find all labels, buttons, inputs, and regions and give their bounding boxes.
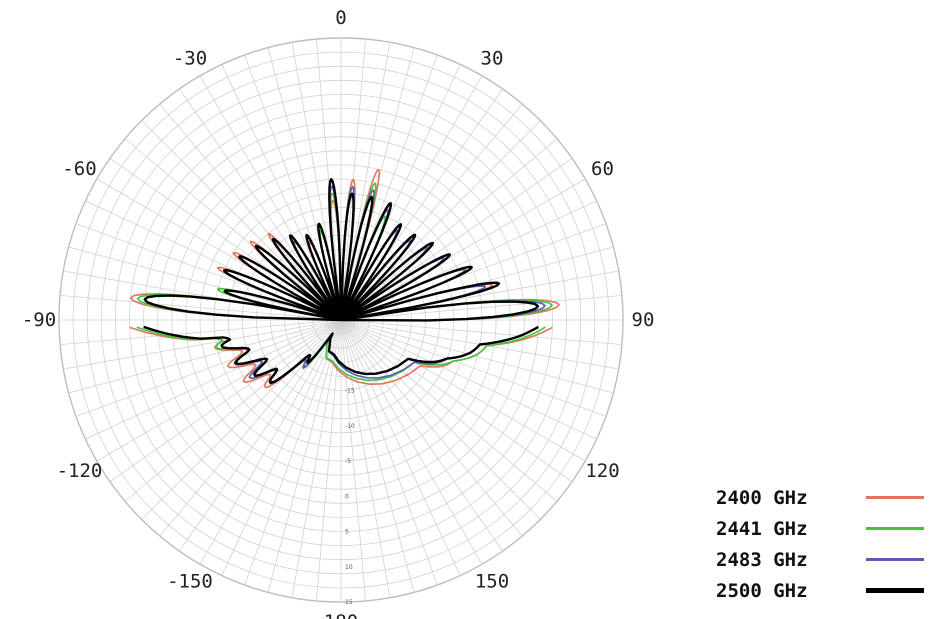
angle-tick-label: 0 [335,7,346,29]
grid-spoke [60,295,342,321]
angle-tick-label: 180 [324,611,358,619]
grid-spoke [75,319,342,417]
radial-tick-label: 10 [345,564,353,571]
angle-tick-label: -30 [173,48,207,70]
grid-spoke [340,319,586,462]
grid-spoke [340,295,622,321]
grid-spoke [109,319,342,483]
grid-spoke [340,319,541,520]
grid-spoke [340,138,558,321]
angle-tick-label: -150 [167,571,213,593]
angle-tick-label: -90 [22,309,56,331]
series-line [143,178,540,322]
legend-label: 2483 GHz [716,548,808,571]
grid-spoke [267,319,342,593]
grid-spoke [316,39,342,321]
angle-tick-label: 60 [591,158,614,180]
grid-spoke [340,319,483,565]
grid-spoke [340,319,523,537]
grid-spoke [340,319,597,440]
grid-spoke [340,319,461,576]
grid-spoke [85,319,342,440]
grid-spoke [340,319,438,586]
legend-entry: 2400 GHz [716,482,926,513]
radial-tick-label: 5 [345,529,349,536]
radial-tick-labels: -15 -10 -5 0 5 10 15 [345,388,355,607]
series-backside-line [143,325,539,384]
angle-tick-label: -120 [57,460,103,482]
radial-tick-label: -10 [345,423,355,430]
grid-spoke [340,319,391,598]
legend-swatch [866,496,924,499]
grid-spoke [124,319,342,502]
grid-spoke [68,246,342,321]
legend-swatch [866,558,924,561]
grid-spoke [340,319,607,417]
grid-spoke [159,103,342,321]
grid-spoke [199,75,342,321]
grid-spoke [340,319,614,394]
grid-spoke [291,319,342,598]
legend-entry: 2483 GHz [716,544,926,575]
grid-spoke [63,319,342,370]
series-group [143,178,540,384]
grid-spoke [340,103,523,321]
legend-entry: 2500 GHz [716,575,926,606]
grid-spoke [244,319,342,586]
grid-spoke [340,319,622,345]
angle-tick-label: 150 [475,571,509,593]
radial-tick-label: -5 [345,458,351,465]
grid-spoke [68,319,342,394]
grid-spoke [124,138,342,321]
radial-tick-label: 0 [345,493,349,500]
grid-spoke [199,319,342,565]
angle-tick-labels: 0306090120150180-150-120-90-60-30 [22,7,655,619]
grid-spoke [96,319,342,462]
legend-swatch [866,588,924,593]
angle-tick-label: 30 [481,48,504,70]
grid-spoke [141,319,342,520]
radial-tick-label: 15 [345,599,353,606]
grid-spoke [221,319,342,576]
angle-tick-label: -60 [62,158,96,180]
legend-label: 2441 GHz [716,517,808,540]
legend-label: 2500 GHz [716,579,808,602]
radial-tick-label: -15 [345,388,355,395]
grid-spoke [340,319,504,552]
legend-entry: 2441 GHz [716,513,926,544]
grid-spoke [340,319,415,593]
grid-spoke [60,319,342,345]
legend-label: 2400 GHz [716,486,808,509]
grid-spoke [340,319,573,483]
angle-tick-label: 90 [632,309,655,331]
legend-swatch [866,527,924,530]
legend: 2400 GHz 2441 GHz 2483 GHz 2500 GHz [716,482,926,606]
grid-spoke [340,178,586,321]
angle-tick-label: 120 [585,460,619,482]
series-layer [129,168,560,389]
grid-spoke [340,319,558,502]
